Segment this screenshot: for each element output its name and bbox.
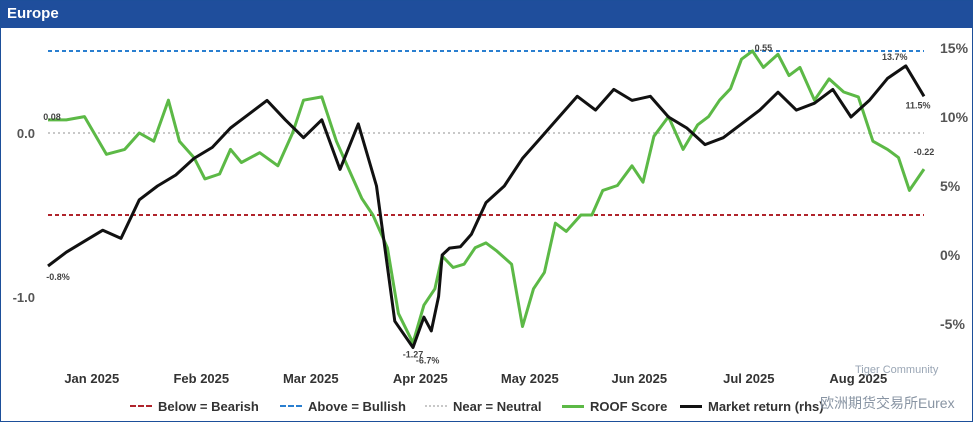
threshold-lines xyxy=(48,50,924,216)
legend-bearish-label: Below = Bearish xyxy=(158,398,259,414)
legend-bullish: Above = Bullish xyxy=(280,396,406,416)
legend-bearish-swatch xyxy=(130,405,152,407)
right-axis: 15% 10% 5% 0% -5% xyxy=(940,40,969,332)
legend-bullish-swatch xyxy=(280,405,302,407)
legend-bullish-label: Above = Bullish xyxy=(308,398,406,414)
data-label: -6.7% xyxy=(416,355,440,365)
legend-bearish: Below = Bearish xyxy=(130,396,259,416)
chart-header: Europe xyxy=(1,1,972,28)
data-label: -0.22 xyxy=(914,147,935,157)
legend-neutral-swatch xyxy=(425,405,447,407)
left-tick-label: -1.0 xyxy=(13,290,35,305)
legend-roof-label: ROOF Score xyxy=(590,398,668,414)
data-label: 0.55 xyxy=(755,43,773,53)
legend-market-swatch xyxy=(680,404,702,408)
series-lines xyxy=(47,49,926,349)
data-label: -1.27 xyxy=(403,349,424,359)
month-label: Jun 2025 xyxy=(611,371,667,386)
data-label: -0.8% xyxy=(46,272,70,282)
right-tick-label: -5% xyxy=(940,316,965,332)
watermark-line1: Tiger Community xyxy=(855,364,939,376)
legend-roof-swatch xyxy=(562,404,584,408)
month-label: Jan 2025 xyxy=(64,371,119,386)
legend-neutral-label: Near = Neutral xyxy=(453,398,542,414)
right-tick-label: 5% xyxy=(940,178,961,194)
data-labels: 0.08 -1.27 0.55 -0.22 -0.8% -6.7% 13.7% 11.5% xyxy=(43,43,934,365)
legend-roof: ROOF Score xyxy=(562,396,667,416)
x-axis: Jan 2025 Feb 2025 Mar 2025 Apr 2025 May 2025… xyxy=(64,371,887,386)
data-label: 11.5% xyxy=(905,100,930,110)
legend-neutral: Near = Neutral xyxy=(425,396,542,416)
month-label: Apr 2025 xyxy=(393,371,448,386)
legend-market-label: Market return (rhs) xyxy=(708,398,824,414)
right-tick-label: 0% xyxy=(940,247,961,263)
chart-title: Europe xyxy=(7,5,59,22)
month-label: Feb 2025 xyxy=(173,371,229,386)
month-label: Jul 2025 xyxy=(723,371,774,386)
right-tick-label: 10% xyxy=(940,109,969,125)
left-axis: 0.0 -1.0 xyxy=(13,126,35,305)
month-label: Aug 2025 xyxy=(829,371,887,386)
month-label: Mar 2025 xyxy=(283,371,339,386)
line-chart: 0.0 -1.0 15% 10% 5% 0% -5% Jan 2025 Feb 2025 Ma… xyxy=(13,40,969,386)
right-tick-label: 15% xyxy=(940,40,969,56)
left-tick-label: 0.0 xyxy=(17,126,35,141)
market-return-line xyxy=(47,64,926,349)
data-label: 0.08 xyxy=(43,112,61,122)
roof-score-line xyxy=(48,49,926,345)
month-label: May 2025 xyxy=(501,371,559,386)
data-label: 13.7% xyxy=(882,52,908,62)
legend-market: Market return (rhs) xyxy=(680,396,824,416)
legend: Below = Bearish Above = Bullish Near = N… xyxy=(0,396,975,416)
watermark-line2: 欧洲期货交易所Eurex xyxy=(820,395,955,411)
